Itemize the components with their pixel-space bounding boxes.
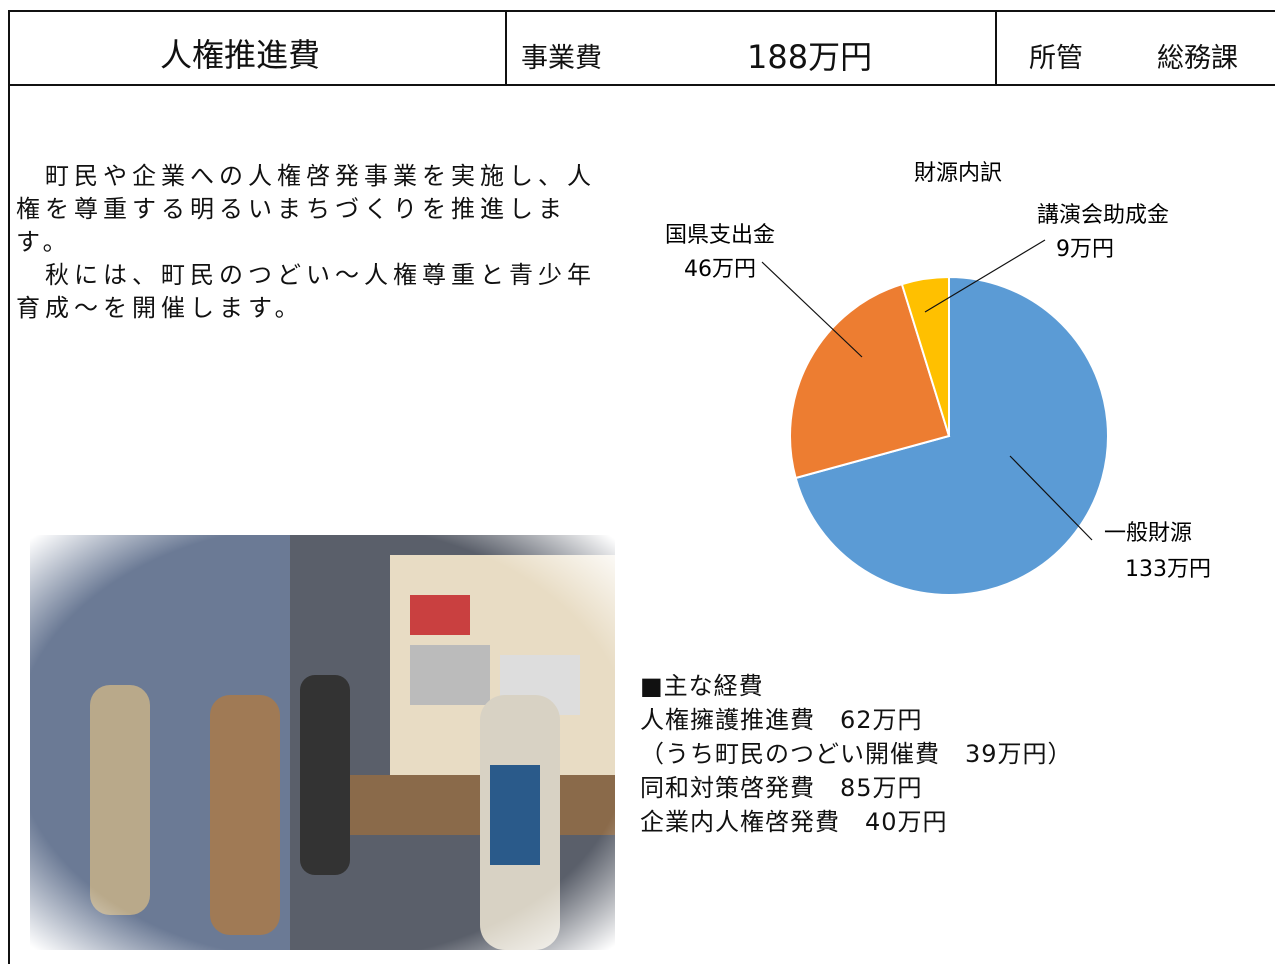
cost-cell: 事業費 188万円: [505, 10, 995, 86]
slice-value: 9万円: [1056, 237, 1114, 262]
title: 人権推進費: [160, 30, 320, 76]
cost: 188万円: [747, 32, 872, 78]
slice-label: 国県支出金: [665, 223, 775, 248]
expense-heading: ■主な経費: [640, 666, 764, 701]
slice-value: 46万円: [684, 257, 756, 282]
photo: [30, 535, 615, 950]
left-border: [8, 86, 10, 964]
page: 人権推進費 事業費 188万円 所管 総務課 町民や企業への人権啓発事業を実施し…: [0, 0, 1275, 964]
cost-label: 事業費: [521, 36, 602, 75]
expense-item: 人権擁護推進費 62万円: [640, 700, 923, 735]
chart-title: 財源内訳: [914, 161, 1002, 186]
expense-item: （うち町民のつどい開催費 39万円）: [640, 734, 1073, 769]
expense-item: 同和対策啓発費 85万円: [640, 768, 923, 803]
slice-value: 133万円: [1125, 557, 1211, 582]
paragraph: 秋には、町民のつどい～人権尊重と青少年育成～を開催します。: [16, 259, 616, 325]
expense-item: 企業内人権啓発費 40万円: [640, 802, 948, 837]
title-cell: 人権推進費: [8, 10, 505, 86]
dept-cell: 所管 総務課: [995, 10, 1275, 86]
slice-label: 一般財源: [1104, 521, 1192, 546]
leader-line: [762, 262, 862, 357]
slice-label: 講演会助成金: [1037, 203, 1169, 228]
pie-chart: 財源内訳 一般財源 133万円 国県支出金 46万円 講演会助成金 9万円: [620, 140, 1275, 620]
description: 町民や企業への人権啓発事業を実施し、人権を尊重する明るいまちづくりを推進します。…: [16, 160, 616, 325]
dept: 総務課: [1157, 36, 1238, 75]
paragraph: 町民や企業への人権啓発事業を実施し、人権を尊重する明るいまちづくりを推進します。: [16, 160, 616, 259]
dept-label: 所管: [1029, 36, 1083, 75]
